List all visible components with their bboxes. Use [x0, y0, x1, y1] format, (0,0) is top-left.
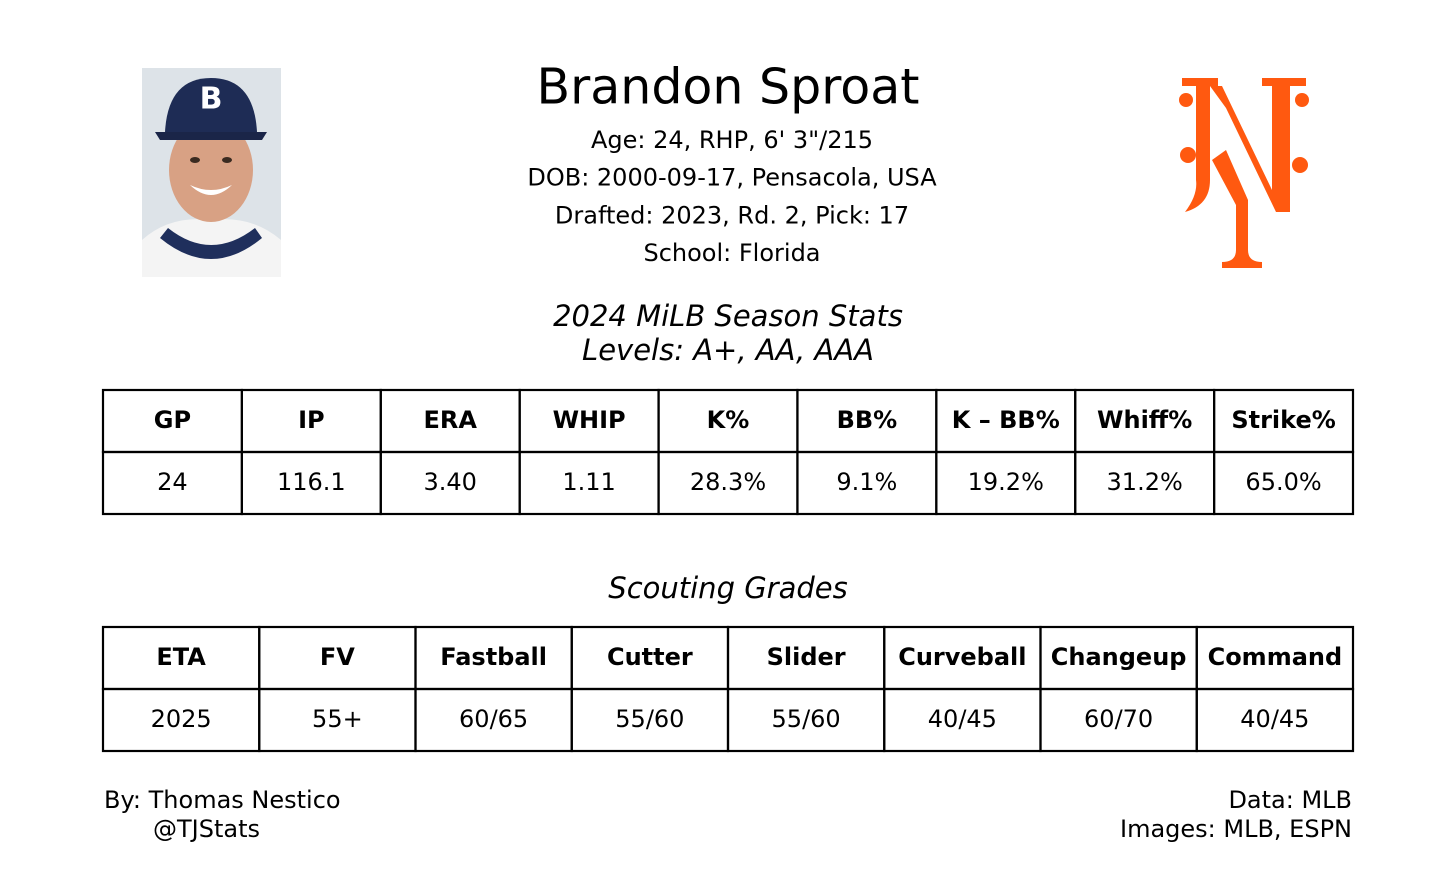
stats-title: 2024 MiLB Season Stats: [553, 299, 903, 333]
cell-value: 60/65: [459, 705, 528, 733]
info-line: DOB: 2000-09-17, Pensacola, USA: [527, 164, 937, 192]
cell-value: 60/70: [1084, 705, 1153, 733]
player-photo: B: [142, 68, 281, 277]
footer: By: Thomas Nestico@TJStats Data: MLBImage…: [104, 786, 1352, 843]
cell-value: 40/45: [1240, 705, 1309, 733]
team-logo: [1179, 78, 1309, 268]
stats-table: GP IP ERA WHIP K% BB% K – BB% Whiff% Strike% 24 11…: [101, 388, 1355, 516]
column-header: WHIP: [553, 406, 626, 434]
cell-value: 55/60: [615, 705, 684, 733]
cell-value: 19.2%: [968, 468, 1044, 496]
footer-credit: Data: MLB: [1228, 786, 1352, 814]
info-line: School: Florida: [643, 239, 820, 267]
column-header: Slider: [767, 643, 846, 671]
table-cell: [1195, 687, 1355, 753]
cell-value: 55+: [312, 705, 363, 733]
cell-value: 24: [157, 468, 188, 496]
cell-value: 28.3%: [690, 468, 766, 496]
cell-value: 55/60: [772, 705, 841, 733]
cell-value: 40/45: [928, 705, 997, 733]
column-header: Whiff%: [1097, 406, 1192, 434]
stats-subtitle: Levels: A+, AA, AAA: [582, 333, 874, 367]
column-header: Cutter: [607, 643, 693, 671]
column-header: K – BB%: [952, 406, 1060, 434]
column-header: Changeup: [1051, 643, 1187, 671]
grades-title: Scouting Grades: [608, 571, 847, 605]
column-header: IP: [298, 406, 325, 434]
footer-handle: @TJStats: [153, 815, 260, 843]
cell-value: 31.2%: [1107, 468, 1183, 496]
table-cell: [1213, 450, 1355, 516]
player-info: Age: 24, RHP, 6' 3"/215 DOB: 2000-09-17, …: [527, 126, 937, 267]
column-header: Curveball: [898, 643, 1026, 671]
cell-value: 2025: [151, 705, 212, 733]
cell-value: 65.0%: [1245, 468, 1321, 496]
column-header: Strike%: [1231, 406, 1335, 434]
player-name: Brandon Sproat: [536, 59, 919, 116]
column-header: Command: [1208, 643, 1343, 671]
info-line: Drafted: 2023, Rd. 2, Pick: 17: [555, 201, 909, 229]
column-header: GP: [154, 406, 191, 434]
cell-value: 1.11: [562, 468, 615, 496]
footer-credit: Images: MLB, ESPN: [1120, 815, 1352, 843]
cell-value: 116.1: [277, 468, 346, 496]
column-header: FV: [320, 643, 355, 671]
column-header: Fastball: [440, 643, 547, 671]
svg-text:B: B: [200, 82, 223, 117]
cell-value: 3.40: [424, 468, 477, 496]
column-header: K%: [707, 406, 750, 434]
column-header: ETA: [156, 643, 206, 671]
grades-table: ETA FV Fastball Cutter Slider Curveball Change…: [101, 625, 1355, 753]
info-line: Age: 24, RHP, 6' 3"/215: [591, 126, 873, 154]
column-header: ERA: [423, 406, 477, 434]
cell-value: 9.1%: [836, 468, 897, 496]
footer-author: By: Thomas Nestico: [104, 786, 341, 814]
column-header: BB%: [837, 406, 898, 434]
